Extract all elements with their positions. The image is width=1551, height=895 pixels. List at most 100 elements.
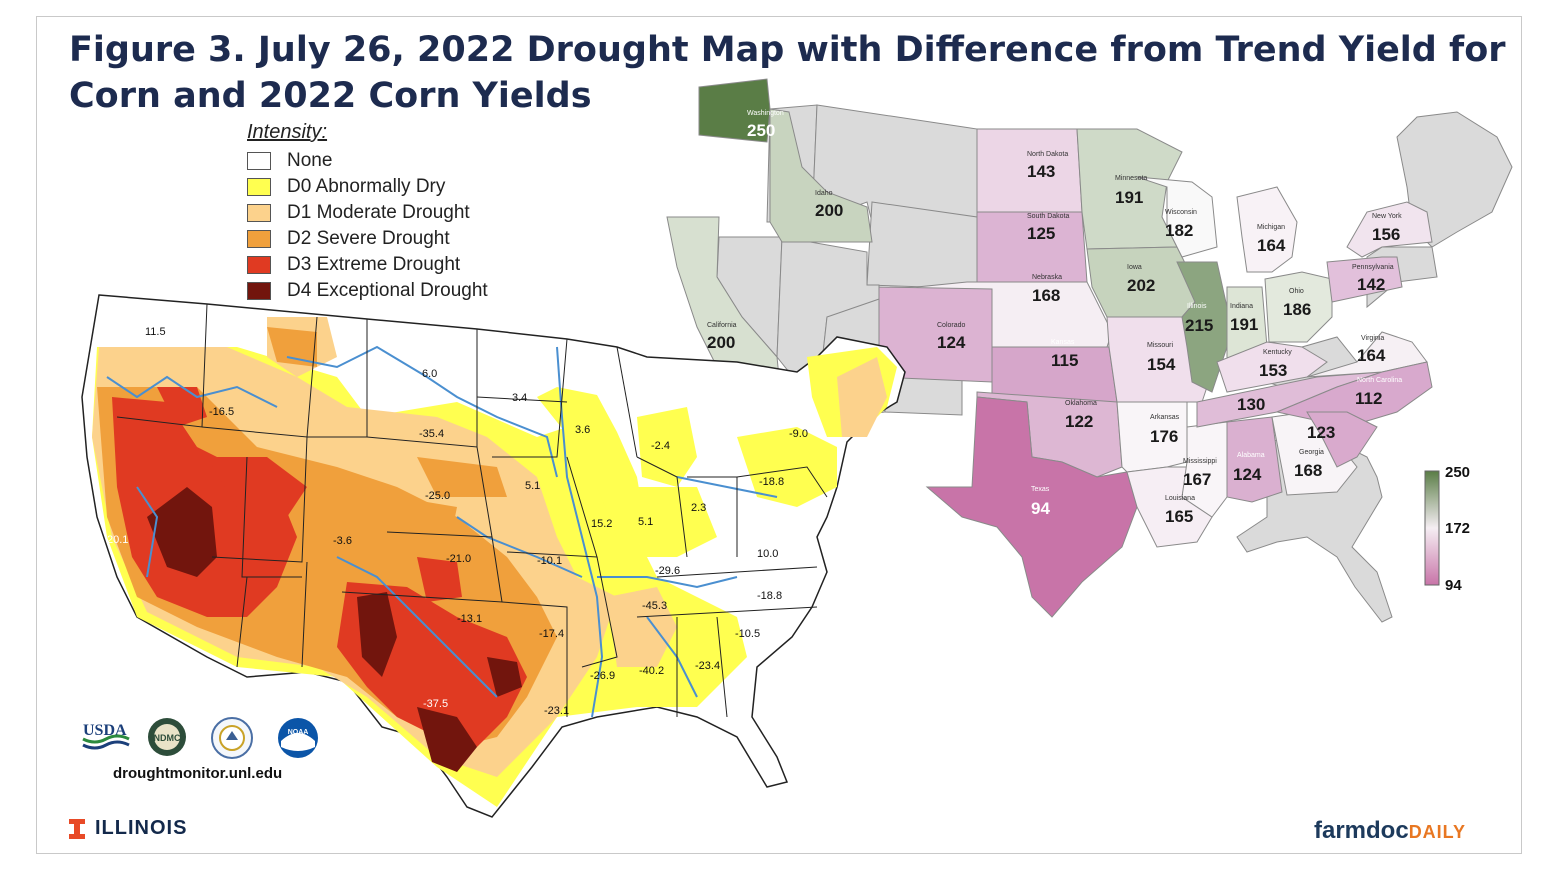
- legend-item-d2: D2 Severe Drought: [247, 226, 488, 252]
- drought-labels: 11.5 -16.5 20.1 6.0 3.4 3.6 -2.4 -9.0 -3…: [107, 326, 808, 717]
- drought-label-ks: -21.0: [446, 553, 471, 565]
- yield-name-mo: Missouri: [1147, 342, 1174, 349]
- yield-val-wi: 182: [1165, 221, 1193, 240]
- yield-state-ky: [1216, 341, 1328, 393]
- illinois-wordmark: ILLINOIS: [95, 817, 188, 839]
- yield-state-id: [769, 108, 873, 243]
- drought-monitor-url[interactable]: droughtmonitor.unl.edu: [113, 765, 283, 782]
- usda-logo: USDA: [82, 722, 130, 750]
- figure-title: Figure 3. July 26, 2022 Drought Map with…: [69, 30, 1506, 116]
- legend-swatch-d1: [247, 204, 271, 222]
- yield-name-va: Virginia: [1361, 335, 1384, 342]
- yield-name-co: Colorado: [937, 322, 966, 329]
- farmdoc-wordmark: farmdoc: [1314, 817, 1409, 844]
- drought-label-mn: 3.4: [512, 392, 527, 404]
- yield-name-pa: Pennsylvania: [1352, 264, 1394, 271]
- drought-legend: Intensity: None D0 Abnormally Dry D1 Mod…: [247, 121, 488, 304]
- yield-val-nc: 112: [1355, 389, 1382, 408]
- scale-bar: [1424, 470, 1440, 586]
- yield-name-mi: Michigan: [1257, 224, 1285, 231]
- legend-item-d0: D0 Abnormally Dry: [247, 174, 488, 200]
- yield-val-nd: 143: [1027, 162, 1055, 181]
- drought-label-in: 5.1: [638, 516, 653, 528]
- legend-item-d4: D4 Exceptional Drought: [247, 278, 488, 304]
- yield-val-il: 215: [1185, 316, 1213, 335]
- yield-name-ms: Mississippi: [1183, 458, 1217, 465]
- yield-name-wa: Washington: [747, 110, 784, 117]
- drought-d4-areas: [147, 487, 522, 772]
- yield-val-oh: 186: [1283, 300, 1311, 319]
- yield-name-la: Louisiana: [1165, 495, 1195, 502]
- yield-state-mi: [1236, 186, 1298, 273]
- drought-label-co: -3.6: [333, 535, 352, 547]
- yield-val-ne: 168: [1032, 286, 1060, 305]
- yield-name-ar: Arkansas: [1150, 414, 1180, 421]
- drought-label-ia: 5.1: [525, 480, 540, 492]
- yield-val-sc: 123: [1307, 423, 1335, 442]
- yield-val-mi: 164: [1257, 236, 1286, 255]
- scale-mid-label: 172: [1445, 520, 1470, 537]
- yield-val-wa: 250: [747, 121, 775, 140]
- yield-name-il: Illinois: [1187, 303, 1207, 310]
- drought-label-wa: 11.5: [145, 326, 166, 338]
- yield-val-ia: 202: [1127, 276, 1155, 295]
- yield-val-co: 124: [937, 333, 966, 352]
- legend-swatch-d0: [247, 178, 271, 196]
- legend-swatch-d3: [247, 256, 271, 274]
- yield-name-id: Idaho: [815, 190, 833, 197]
- noaa-logo: NOAA: [278, 718, 318, 758]
- drought-label-sc: -10.5: [735, 628, 760, 640]
- yield-state-ny: [1346, 201, 1433, 258]
- drought-label-ga: -23.4: [695, 660, 720, 672]
- ndmc-logo: NDMC: [148, 718, 186, 756]
- legend-label-d4: D4 Exceptional Drought: [287, 280, 488, 301]
- daily-wordmark: DAILY: [1408, 822, 1467, 842]
- drought-label-ne: -25.0: [425, 490, 450, 502]
- yield-name-nc: North Carolina: [1357, 377, 1402, 384]
- yield-state-tx: [925, 396, 1138, 618]
- yield-state-mn: [1076, 128, 1183, 250]
- drought-label-ms: -26.9: [590, 670, 615, 682]
- yield-name-mn: Minnesota: [1115, 175, 1147, 182]
- legend-item-none: None: [247, 148, 488, 174]
- maps-canvas: Washington 250 Idaho 200 California 200 …: [81, 78, 1513, 818]
- yield-name-ca: California: [707, 322, 737, 329]
- no-data-states: [716, 104, 1513, 623]
- yield-val-ny: 156: [1372, 225, 1400, 244]
- legend-label-d2: D2 Severe Drought: [287, 228, 450, 249]
- drought-label-ar: -17.4: [539, 628, 564, 640]
- drought-label-wi: 3.6: [575, 424, 590, 436]
- legend-label-d1: D1 Moderate Drought: [287, 202, 470, 223]
- yield-name-sd: South Dakota: [1027, 213, 1070, 220]
- legend-swatch-d2: [247, 230, 271, 248]
- yield-val-ar: 176: [1150, 427, 1178, 446]
- drought-label-mi: -2.4: [651, 440, 670, 452]
- drought-label-tn: -45.3: [642, 600, 667, 612]
- yield-val-al: 124: [1233, 465, 1262, 484]
- drought-label-ny: -9.0: [789, 428, 808, 440]
- yield-val-ks: 115: [1051, 351, 1078, 370]
- yield-name-ga: Georgia: [1299, 449, 1324, 456]
- scale-max-label: 250: [1445, 464, 1470, 481]
- drought-label-la: -23.1: [544, 705, 569, 717]
- yield-color-scale: 250 172 94: [1424, 464, 1470, 594]
- legend-swatch-d4: [247, 282, 271, 300]
- yield-val-in: 191: [1230, 315, 1258, 334]
- yield-name-ny: New York: [1372, 213, 1402, 220]
- drought-label-mo: -10.1: [537, 555, 562, 567]
- yield-val-ca: 200: [707, 333, 735, 352]
- legend-label-none: None: [287, 150, 333, 171]
- yield-name-tx: Texas: [1031, 486, 1050, 493]
- ndmc-logo-text: NDMC: [154, 733, 181, 743]
- yield-name-nd: North Dakota: [1027, 151, 1068, 158]
- drought-rivers: [106, 345, 778, 718]
- drought-label-tx: -37.5: [423, 698, 448, 710]
- noaa-logo-text: NOAA: [288, 729, 309, 736]
- legend-label-d3: D3 Extreme Drought: [287, 254, 461, 275]
- drought-label-al: -40.2: [639, 665, 664, 677]
- yield-val-sd: 125: [1027, 224, 1055, 243]
- yield-state-al: [1226, 416, 1283, 503]
- legend-item-d3: D3 Extreme Drought: [247, 252, 488, 278]
- yield-name-ne: Nebraska: [1032, 274, 1062, 281]
- farmdoc-daily-brand: farmdocDAILY: [1314, 817, 1466, 845]
